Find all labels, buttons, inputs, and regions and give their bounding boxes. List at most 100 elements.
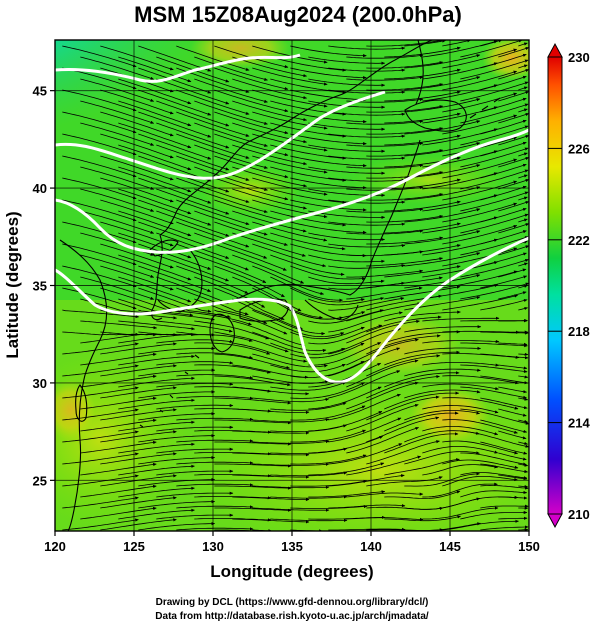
- streamline: [404, 186, 481, 201]
- streamline: [270, 495, 348, 499]
- streamline: [308, 362, 382, 388]
- streamline: [100, 430, 177, 443]
- streamline: [176, 439, 254, 443]
- streamline: [328, 264, 406, 269]
- streamline: [270, 232, 346, 251]
- streamline: [194, 452, 272, 456]
- streamline: [366, 214, 444, 223]
- streamline: [480, 525, 529, 531]
- streamline: [80, 276, 155, 300]
- streamline: [100, 133, 174, 159]
- streamline: [404, 164, 481, 179]
- streamline: [518, 306, 528, 311]
- streamline: [404, 472, 480, 487]
- streamline: [62, 265, 137, 288]
- streamline: [518, 463, 529, 467]
- streamline: [366, 127, 444, 135]
- streamline: [346, 403, 419, 432]
- streamline: [346, 269, 424, 278]
- streamline: [480, 484, 529, 490]
- streamline: [498, 386, 527, 394]
- streamline: [460, 386, 527, 399]
- streamline: [270, 447, 348, 454]
- streamline: [498, 268, 527, 278]
- streamline: [442, 247, 518, 267]
- streamline: [62, 430, 139, 443]
- streamline: [422, 40, 498, 58]
- streamline: [214, 221, 288, 246]
- streamline: [62, 89, 137, 112]
- streamline: [194, 254, 267, 283]
- streamline: [442, 40, 471, 47]
- streamline: [290, 199, 367, 212]
- streamline: [290, 287, 365, 303]
- streamline: [232, 386, 310, 396]
- streamline: [156, 491, 234, 498]
- streamline: [176, 331, 253, 342]
- x-tick-label: 135: [281, 539, 303, 554]
- x-tick-label: 120: [44, 539, 66, 554]
- streamline: [404, 252, 481, 267]
- streamline: [460, 282, 529, 300]
- streamline: [118, 254, 192, 281]
- streamline: [422, 106, 498, 124]
- streamline: [384, 222, 461, 234]
- streamline: [214, 507, 292, 512]
- streamline: [404, 430, 480, 443]
- streamline: [518, 64, 528, 69]
- streamline: [422, 446, 499, 454]
- streamline: [252, 462, 330, 466]
- streamline: [384, 371, 460, 388]
- streamline: [156, 513, 234, 520]
- streamline: [384, 112, 461, 124]
- streamline: [176, 527, 254, 531]
- streamline: [328, 45, 406, 50]
- streamline: [176, 221, 250, 248]
- streamline: [308, 342, 382, 366]
- streamline: [308, 56, 386, 65]
- streamline: [384, 330, 461, 344]
- streamline: [232, 320, 306, 347]
- streamline: [156, 232, 230, 259]
- streamline: [460, 191, 529, 212]
- streamline: [290, 155, 367, 168]
- streamline: [214, 89, 289, 113]
- streamline: [100, 364, 177, 377]
- streamline: [422, 383, 499, 391]
- colorbar-tick-label: 210: [568, 507, 590, 522]
- streamline: [384, 46, 461, 58]
- streamline: [100, 342, 177, 355]
- streamline: [442, 294, 518, 311]
- streamline: [404, 389, 481, 399]
- colorbar-top-arrow: [547, 42, 563, 58]
- streamline: [346, 76, 424, 81]
- streamline: [290, 89, 367, 102]
- streamline: [62, 518, 139, 531]
- streamline: [252, 485, 330, 489]
- streamline: [460, 342, 528, 348]
- streamline: [366, 171, 444, 179]
- streamline: [404, 325, 482, 333]
- streamline: [308, 276, 385, 285]
- streamline: [308, 490, 386, 498]
- streamline: [460, 510, 528, 520]
- streamline: [118, 442, 195, 454]
- data-credit: Data from http://database.rish.kyoto-u.a…: [155, 611, 429, 622]
- streamline: [442, 48, 518, 69]
- x-tick-label: 145: [439, 539, 461, 554]
- streamline: [214, 419, 292, 425]
- streamline: [328, 311, 403, 333]
- streamline: [194, 232, 268, 259]
- x-tick-label: 125: [123, 539, 145, 554]
- streamline: [100, 386, 177, 399]
- streamline: [176, 461, 254, 465]
- streamline: [270, 363, 346, 373]
- streamline: [80, 440, 157, 454]
- streamline: [138, 390, 216, 399]
- streamline: [498, 112, 529, 124]
- streamline: [442, 180, 518, 201]
- streamline: [346, 426, 419, 454]
- streamline: [384, 515, 461, 522]
- streamline: [460, 472, 528, 480]
- y-axis-ticks: 25 30 35 40 45: [33, 84, 55, 488]
